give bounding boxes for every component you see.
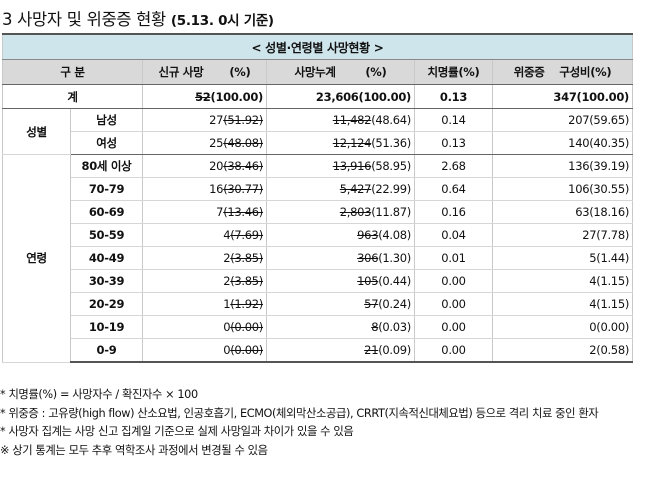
new-deaths-cell: 0(0.00) xyxy=(142,338,267,363)
row-label: 60-69 xyxy=(70,200,143,224)
severe-cell: 63(18.16) xyxy=(491,200,634,224)
table-row: 40-49 2(3.85) 306(1.30) 0.01 5(1.44) xyxy=(3,246,634,270)
table-row: 여성 25(48.08) 12,124(51.36) 0.13 140(40.35) xyxy=(3,131,634,155)
header-fatality-rate: 치명률(%) xyxy=(414,59,493,85)
cumulative-deaths-cell: 21(0.09) xyxy=(266,338,415,363)
cumulative-deaths-cell: 306(1.30) xyxy=(266,246,415,270)
fatality-rate-cell: 0.14 xyxy=(414,108,493,132)
total-row: 계 52(100.00) 23,606(100.00) 0.13 347(100… xyxy=(2,84,634,109)
table-row: 0-9 0(0.00) 21(0.09) 0.00 2(0.58) xyxy=(3,338,634,363)
header-group: 구 분 xyxy=(2,59,143,85)
row-label: 20-29 xyxy=(70,292,143,316)
row-label: 70-79 xyxy=(70,177,143,201)
fatality-rate-cell: 0.00 xyxy=(414,269,493,293)
severe-cell: 140(40.35) xyxy=(491,131,634,155)
row-label: 30-39 xyxy=(70,269,143,293)
severe-cell: 2(0.58) xyxy=(491,338,634,363)
death-status-table: < 성별·연령별 사망현황 > 구 분 신규 사망 (%) 사망누계 (%) 치… xyxy=(1,33,634,363)
table-row: 60-69 7(13.46) 2,803(11.87) 0.16 63(18.16) xyxy=(3,200,634,224)
row-label: 여성 xyxy=(70,131,143,155)
cumulative-deaths-cell: 5,427(22.99) xyxy=(266,177,415,201)
section-title: 3 사망자 및 위중증 현황 (5.13. 0시 기준) xyxy=(2,6,274,30)
table-row: 연령 80세 이상 20(38.46) 13,916(58.95) 2.68 136(39… xyxy=(2,154,634,363)
table-row: 70-79 16(30.77) 5,427(22.99) 0.64 106(30.55) xyxy=(3,177,634,201)
table-row: 20-29 1(1.92) 57(0.24) 0.00 4(1.15) xyxy=(3,292,634,316)
cumulative-deaths-cell: 2,803(11.87) xyxy=(266,200,415,224)
cumulative-deaths-cell: 963(4.08) xyxy=(266,223,415,247)
cumulative-deaths-cell: 13,916(58.95) xyxy=(266,154,415,178)
footnote: ※ 상기 통계는 모두 추후 역학조사 과정에서 변경될 수 있음 xyxy=(0,443,268,457)
severe-cell: 4(1.15) xyxy=(491,269,634,293)
severe-cell: 4(1.15) xyxy=(491,292,634,316)
cumulative-deaths-cell: 8(0.03) xyxy=(266,315,415,339)
severe-cell: 106(30.55) xyxy=(491,177,634,201)
table-row: 성별 남성 27(51.92) 11,482(48.64) 0.14 207(59.65) xyxy=(2,108,634,155)
fatality-rate-cell: 0.00 xyxy=(414,292,493,316)
fatality-rate-cell: 0.64 xyxy=(414,177,493,201)
new-deaths-cell: 20(38.46) xyxy=(142,154,267,178)
cumulative-deaths-cell: 105(0.44) xyxy=(266,269,415,293)
total-new-deaths: 52(100.00) xyxy=(142,84,267,109)
fatality-rate-cell: 0.13 xyxy=(414,131,493,155)
group-label-sex: 성별 xyxy=(2,108,71,155)
new-deaths-cell: 16(30.77) xyxy=(142,177,267,201)
row-label: 40-49 xyxy=(70,246,143,270)
new-deaths-cell: 2(3.85) xyxy=(142,246,267,270)
footnote: * 사망자 집계는 사망 신고 집계일 기준으로 실제 사망일과 차이가 있을 … xyxy=(0,425,354,438)
new-deaths-cell: 4(7.69) xyxy=(142,223,267,247)
table-row: 10-19 0(0.00) 8(0.03) 0.00 0(0.00) xyxy=(3,315,634,339)
fatality-rate-cell: 0.16 xyxy=(414,200,493,224)
fatality-rate-cell: 2.68 xyxy=(414,154,493,178)
fatality-rate-cell: 0.00 xyxy=(414,338,493,363)
footnote: * 위중증 : 고유량(high flow) 산소요법, 인공호흡기, ECMO… xyxy=(0,406,599,420)
severe-cell: 207(59.65) xyxy=(491,108,634,132)
new-deaths-cell: 25(48.08) xyxy=(142,131,267,155)
row-label: 10-19 xyxy=(70,315,143,339)
severe-cell: 136(39.19) xyxy=(491,154,634,178)
fatality-rate-cell: 0.01 xyxy=(414,246,493,270)
section-heading: 사망자 및 위중증 현황 xyxy=(17,10,166,29)
fatality-rate-cell: 0.00 xyxy=(414,315,493,339)
group-label-age: 연령 xyxy=(2,154,71,363)
header-severe: 위중증 구성비(%) xyxy=(491,59,634,85)
table-row: 30-39 2(3.85) 105(0.44) 0.00 4(1.15) xyxy=(3,269,634,293)
footnotes: * 치명률(%) = 사망자수 / 확진자수 × 100 * 위중증 : 고유량… xyxy=(0,386,640,460)
new-deaths-cell: 0(0.00) xyxy=(142,315,267,339)
new-deaths-cell: 1(1.92) xyxy=(142,292,267,316)
total-cumulative-deaths: 23,606(100.00) xyxy=(266,84,415,109)
reference-date: (5.13. 0시 기준) xyxy=(170,13,274,29)
fatality-rate-cell: 0.04 xyxy=(414,223,493,247)
new-deaths-cell: 27(51.92) xyxy=(142,108,267,132)
header-row: 구 분 신규 사망 (%) 사망누계 (%) 치명률(%) 위중증 구성비(%) xyxy=(2,59,634,85)
footnote: * 치명률(%) = 사망자수 / 확진자수 × 100 xyxy=(0,388,198,401)
row-label: 남성 xyxy=(70,108,143,132)
header-new-deaths: 신규 사망 (%) xyxy=(142,59,267,85)
row-label: 0-9 xyxy=(70,338,143,363)
total-severe: 347(100.00) xyxy=(491,84,634,109)
severe-cell: 5(1.44) xyxy=(491,246,634,270)
section-number: 3 xyxy=(2,10,13,29)
cumulative-deaths-cell: 11,482(48.64) xyxy=(266,108,415,132)
table-caption: < 성별·연령별 사망현황 > xyxy=(1,33,634,60)
table-row: 50-59 4(7.69) 963(4.08) 0.04 27(7.78) xyxy=(3,223,634,247)
new-deaths-cell: 7(13.46) xyxy=(142,200,267,224)
severe-cell: 27(7.78) xyxy=(491,223,634,247)
total-fatality-rate: 0.13 xyxy=(414,84,493,109)
cumulative-deaths-cell: 12,124(51.36) xyxy=(266,131,415,155)
header-cumulative-deaths: 사망누계 (%) xyxy=(266,59,415,85)
severe-cell: 0(0.00) xyxy=(491,315,634,339)
total-label: 계 xyxy=(2,84,143,109)
cumulative-deaths-cell: 57(0.24) xyxy=(266,292,415,316)
new-deaths-cell: 2(3.85) xyxy=(142,269,267,293)
row-label: 80세 이상 xyxy=(70,154,143,178)
row-label: 50-59 xyxy=(70,223,143,247)
